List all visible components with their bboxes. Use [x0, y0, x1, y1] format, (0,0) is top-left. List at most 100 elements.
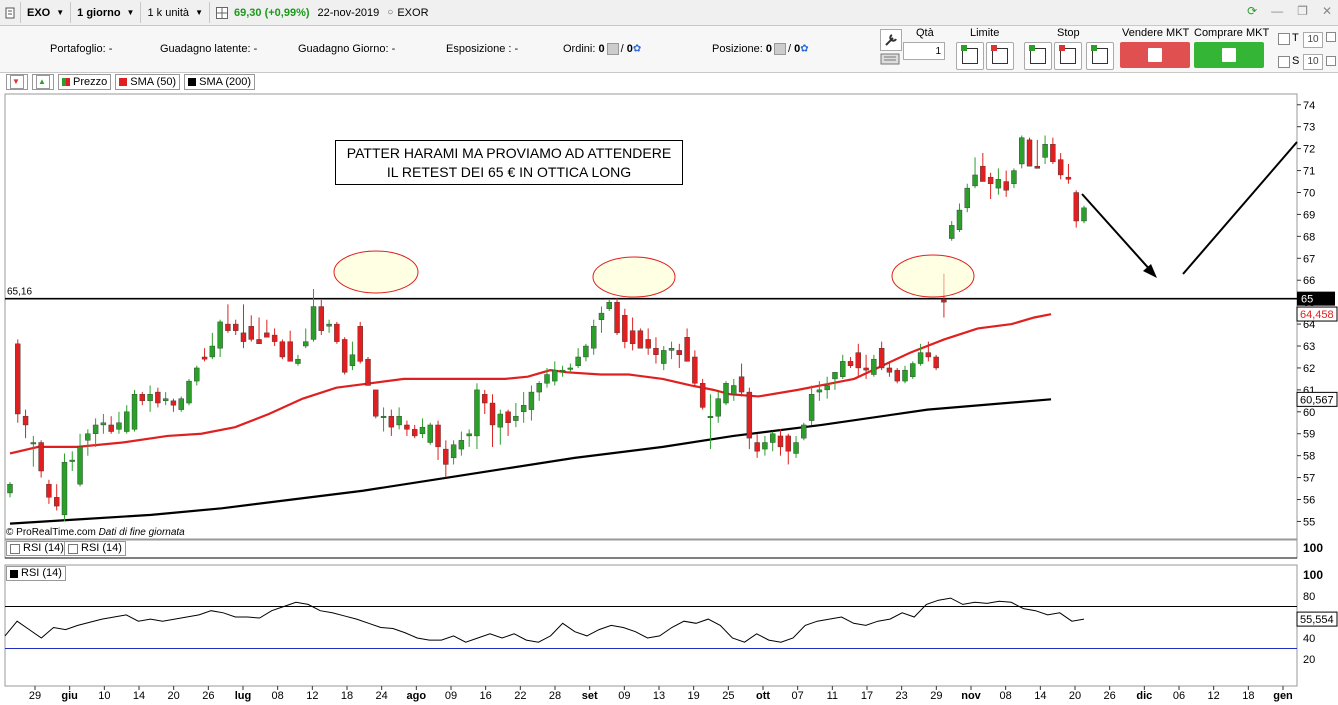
position-icon[interactable] — [773, 43, 786, 56]
candle-body — [248, 326, 254, 340]
x-tick-label: 09 — [618, 690, 630, 702]
candle-body — [349, 354, 356, 366]
y-tick-label: 71 — [1303, 166, 1315, 178]
candle-body — [738, 376, 745, 393]
candle-body — [832, 372, 838, 380]
y-tick-label: 59 — [1303, 429, 1315, 441]
candle-body — [668, 348, 675, 351]
y-tick-label: 73 — [1303, 122, 1315, 134]
x-tick-label: 14 — [133, 690, 145, 702]
units-select[interactable]: 1 k unità ▼ — [141, 2, 210, 23]
candle-body — [1065, 176, 1072, 180]
chevron-down-icon: ▼ — [56, 8, 65, 17]
x-tick-label: nov — [961, 690, 981, 702]
candle-body — [840, 361, 846, 377]
candle-body — [474, 389, 480, 437]
legend-toggle[interactable] — [6, 74, 28, 90]
candle-body — [318, 306, 325, 331]
symbol-select[interactable]: EXO ▼ — [21, 2, 72, 23]
t-checkbox[interactable] — [1278, 33, 1290, 45]
candle-body — [124, 411, 130, 432]
candle-body — [559, 369, 566, 372]
candle-body — [450, 444, 457, 459]
support-axis-flag — [1297, 291, 1335, 306]
gear-icon[interactable]: ✿ — [800, 43, 809, 55]
candle-body — [1011, 170, 1017, 184]
candle-body — [855, 352, 862, 369]
rsi-legend-b[interactable]: RSI (14) — [6, 566, 66, 581]
annotation-box[interactable]: PATTER HARAMI MA PROVIAMO AD ATTENDERE I… — [335, 140, 683, 185]
x-tick-label: 26 — [202, 690, 214, 702]
candle-body — [404, 424, 410, 430]
candle-body — [69, 459, 75, 462]
restore-icon[interactable]: ❐ — [1297, 4, 1308, 18]
candle-body — [77, 446, 83, 485]
x-tick-label: 19 — [688, 690, 700, 702]
candle-body — [1057, 159, 1064, 176]
y-tick-label: 56 — [1303, 495, 1315, 507]
legend-sma200[interactable]: SMA (200) — [184, 74, 256, 90]
s-checkbox[interactable] — [1278, 56, 1290, 68]
candle-body — [847, 361, 854, 366]
s-percent[interactable]: 10 — [1303, 54, 1323, 70]
candle-body — [194, 367, 200, 382]
annotation-line1: PATTER HARAMI MA PROVIAMO AD ATTENDERE — [346, 145, 672, 161]
sma50-line — [9, 313, 1052, 455]
wrench-icon[interactable] — [880, 29, 902, 51]
order-book-icon[interactable] — [606, 43, 619, 56]
legend-price[interactable]: Prezzo — [58, 74, 112, 90]
candle-body — [85, 433, 91, 441]
s-option-box[interactable] — [1326, 56, 1336, 66]
candle-body — [256, 339, 262, 345]
candle-body — [1034, 165, 1041, 169]
candle-body — [917, 352, 924, 364]
candle-body — [980, 165, 986, 182]
legend-sma50[interactable]: SMA (50) — [115, 74, 181, 90]
candle-body — [1026, 139, 1033, 167]
t-option-box[interactable] — [1326, 32, 1336, 42]
candle-body — [489, 402, 496, 426]
candle-body — [614, 301, 620, 334]
t-percent[interactable]: 10 — [1303, 32, 1323, 48]
candle-body — [1073, 192, 1079, 222]
qty-input[interactable]: 1 — [903, 42, 945, 60]
candle-body — [178, 398, 184, 410]
candle-body — [217, 321, 223, 349]
x-tick-label: 18 — [341, 690, 353, 702]
gear-icon[interactable]: ✿ — [632, 43, 642, 55]
limit-sell-button[interactable] — [986, 42, 1014, 70]
stop-sell-button[interactable] — [1054, 42, 1082, 70]
rsi-tick-label: 80 — [1303, 591, 1315, 603]
minimize-icon[interactable]: — — [1271, 4, 1284, 18]
rsi-legend-a2[interactable]: RSI (14) — [64, 541, 126, 556]
guadagno-latente: Guadagno latente: - — [160, 43, 258, 55]
candle-body — [334, 323, 340, 342]
keyboard-icon[interactable] — [880, 51, 900, 67]
candle-body — [295, 358, 301, 364]
stop-buy-button[interactable] — [1024, 42, 1052, 70]
projection-arrow-up — [1182, 141, 1298, 275]
candle-body — [357, 326, 363, 362]
legend-toggle-2[interactable] — [32, 74, 54, 90]
candle-body — [956, 209, 963, 230]
source-note: © ProRealTime.com Dati di fine giornata — [6, 527, 185, 538]
y-tick-label: 74 — [1303, 100, 1315, 112]
x-tick-label: ago — [407, 690, 427, 702]
limit-buy-button[interactable] — [956, 42, 984, 70]
esposizione: Esposizione : - — [446, 43, 519, 55]
x-tick-label: 24 — [376, 690, 388, 702]
candle-body — [816, 389, 823, 393]
close-icon[interactable]: ✕ — [1321, 4, 1332, 18]
timeframe-select[interactable]: 1 giorno ▼ — [71, 2, 142, 23]
stop-extra-button[interactable] — [1086, 42, 1114, 70]
x-tick-label: ott — [756, 690, 770, 702]
candle-body — [466, 433, 472, 437]
x-tick-label: 22 — [514, 690, 526, 702]
sell-market-button[interactable] — [1120, 42, 1190, 68]
y-tick-label: 69 — [1303, 209, 1315, 221]
buy-market-button[interactable] — [1194, 42, 1264, 68]
y-tick-label: 62 — [1303, 363, 1315, 375]
rsi-legend-a1[interactable]: RSI (14) — [6, 541, 68, 556]
refresh-icon[interactable]: ⟳ — [1247, 4, 1258, 18]
